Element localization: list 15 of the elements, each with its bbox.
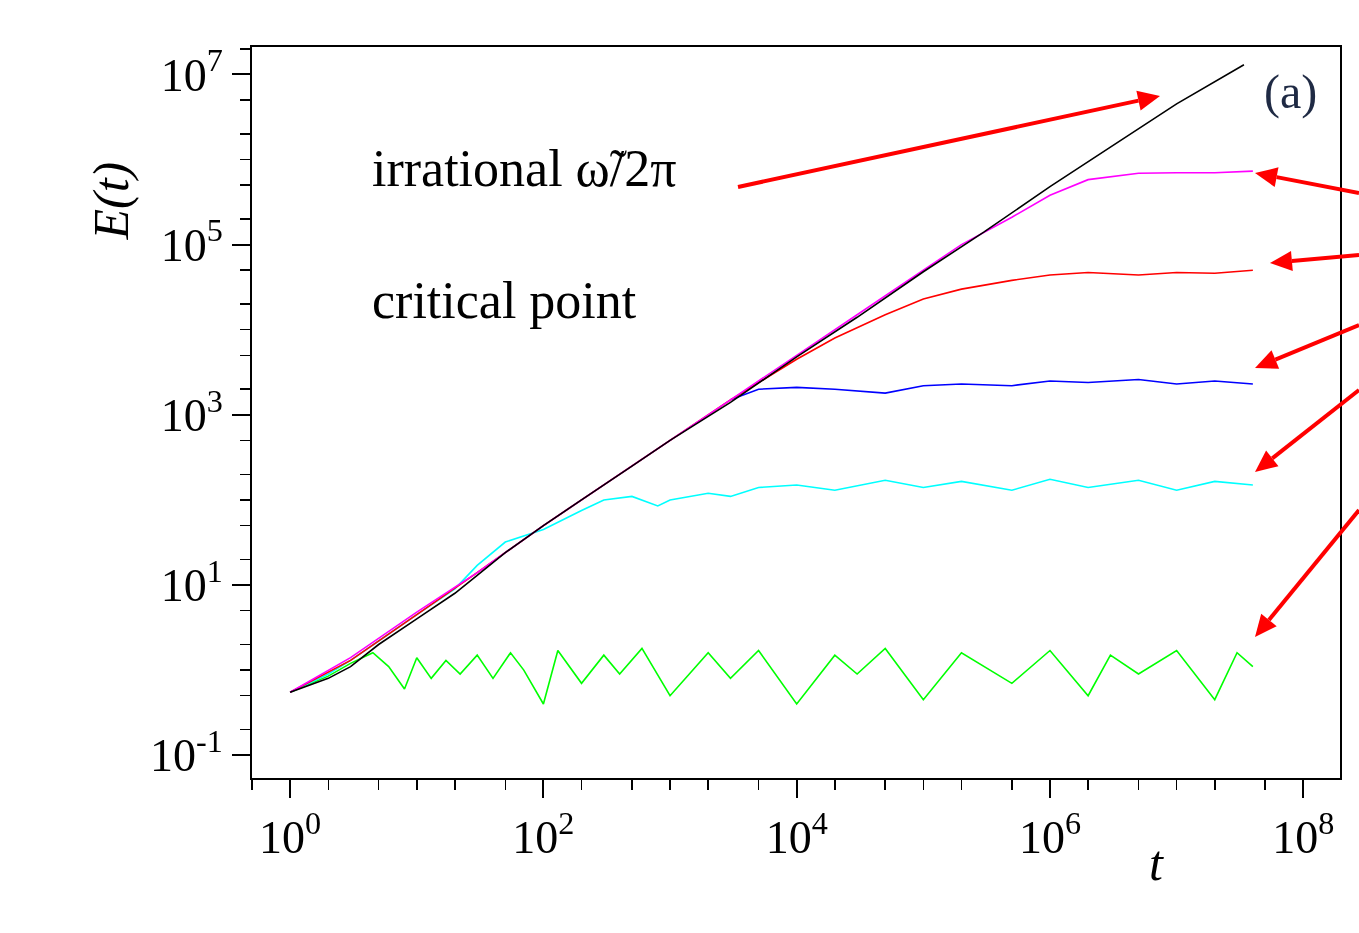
annotation: irrational ω̃/2π xyxy=(372,140,677,197)
y-tick-label: 10$^{3}$ xyxy=(160,382,223,441)
x-tick-label: 10$^{0}$ xyxy=(259,804,322,864)
x-tick-label: 10$^{8}$ xyxy=(1272,804,1335,864)
annotation: (a) xyxy=(1264,65,1318,119)
y-tick-label: 10$^{-1}$ xyxy=(149,723,223,782)
x-tick-label: 10$^{4}$ xyxy=(765,804,828,864)
x-tick-label: 10$^{6}$ xyxy=(1018,804,1082,864)
y-tick-label: 10$^{7}$ xyxy=(160,42,223,101)
annotation: critical point xyxy=(372,272,637,329)
x-axis-title: t xyxy=(1149,835,1164,891)
y-axis-title: E(t) xyxy=(82,161,139,241)
x-tick-label: 10$^{2}$ xyxy=(512,804,575,864)
y-tick-label: 10$^{5}$ xyxy=(160,212,223,271)
y-tick-label: 10$^{1}$ xyxy=(160,552,223,612)
